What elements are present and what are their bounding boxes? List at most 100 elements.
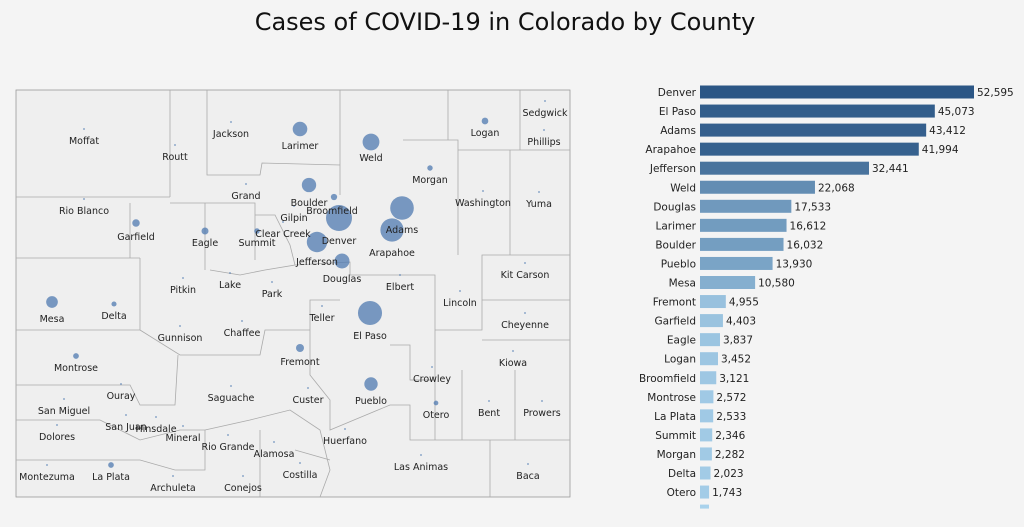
county-bubble-otero[interactable] — [433, 400, 439, 406]
bar-la-plata[interactable] — [700, 409, 714, 423]
county-bubble-pitkin[interactable] — [182, 277, 184, 279]
county-bubble-clear-creek[interactable] — [282, 221, 284, 223]
bar-morgan[interactable] — [700, 447, 712, 461]
bar-logan[interactable] — [700, 352, 718, 366]
county-bubble-phillips[interactable] — [543, 129, 545, 131]
county-bubble-chaffee[interactable] — [241, 320, 243, 322]
county-bubble-saguache[interactable] — [230, 385, 232, 387]
bar-category-label: Summit — [655, 430, 696, 442]
county-label: Conejos — [224, 483, 262, 494]
county-label: Mesa — [40, 314, 65, 325]
county-label: Elbert — [386, 282, 414, 293]
county-bubble-larimer[interactable] — [292, 121, 308, 137]
county-bubble-morgan[interactable] — [427, 165, 433, 171]
county-bubble-la-plata[interactable] — [108, 462, 114, 468]
county-bubble-garfield[interactable] — [132, 219, 140, 227]
county-bubble-rio-blanco[interactable] — [83, 198, 85, 200]
county-bubble-dolores[interactable] — [56, 424, 58, 426]
county-bubble-sedgwick[interactable] — [544, 100, 546, 102]
county-bubble-kit-carson[interactable] — [524, 262, 526, 264]
county-bubble-prowers[interactable] — [541, 400, 543, 402]
county-bubble-custer[interactable] — [307, 387, 309, 389]
bar-denver[interactable] — [700, 85, 974, 99]
county-bubble-jefferson[interactable] — [306, 231, 328, 253]
county-label: Dolores — [39, 432, 75, 443]
county-bubble-el-paso[interactable] — [357, 300, 383, 326]
bar-weld[interactable] — [700, 180, 815, 194]
county-label: Garfield — [117, 232, 155, 243]
bar-fremont[interactable] — [700, 295, 726, 309]
bar-jefferson[interactable] — [700, 161, 870, 175]
county-bubble-routt[interactable] — [174, 144, 176, 146]
county-bubble-delta[interactable] — [111, 301, 117, 307]
bar-arapahoe[interactable] — [700, 142, 919, 156]
county-bubble-fremont[interactable] — [296, 344, 304, 352]
county-bubble-archuleta[interactable] — [172, 475, 174, 477]
bar-value-label: 2,346 — [715, 430, 745, 442]
state-outline — [15, 89, 571, 498]
bar-value-label: 43,412 — [929, 125, 966, 137]
county-bubble-mineral[interactable] — [182, 425, 184, 427]
county-bubble-hinsdale[interactable] — [155, 416, 157, 418]
bar-mesa[interactable] — [700, 276, 756, 289]
county-bubble-crowley[interactable] — [431, 366, 433, 368]
county-bubble-elbert[interactable] — [399, 274, 401, 276]
county-bubble-gilpin[interactable] — [293, 205, 295, 207]
county-bubble-jackson[interactable] — [230, 121, 232, 123]
county-bubble-baca[interactable] — [527, 463, 529, 465]
county-bubble-cheyenne[interactable] — [524, 312, 526, 314]
county-bubble-rio-grande[interactable] — [227, 434, 229, 436]
bar-boulder[interactable] — [700, 237, 784, 251]
county-bubble-san-miguel[interactable] — [63, 398, 65, 400]
bar-adams[interactable] — [700, 123, 927, 137]
county-bubble-huerfano[interactable] — [344, 428, 346, 430]
county-bubble-washington[interactable] — [482, 190, 484, 192]
county-bubble-gunnison[interactable] — [179, 325, 181, 327]
bar-eagle[interactable] — [700, 333, 720, 347]
bar-pueblo[interactable] — [700, 256, 773, 270]
county-bubble-conejos[interactable] — [242, 475, 244, 477]
county-bubble-lincoln[interactable] — [459, 290, 461, 292]
county-bubble-douglas[interactable] — [334, 253, 350, 269]
bar-garfield[interactable] — [700, 314, 723, 328]
county-bubble-costilla[interactable] — [299, 462, 301, 464]
county-bubble-pueblo[interactable] — [364, 377, 378, 391]
bar-larimer[interactable] — [700, 218, 787, 232]
county-bubble-logan[interactable] — [481, 117, 489, 125]
county-bubble-weld[interactable] — [362, 133, 380, 151]
county-bubble-montezuma[interactable] — [46, 464, 48, 466]
county-bubble-las-animas[interactable] — [420, 454, 422, 456]
county-bubble-eagle[interactable] — [201, 227, 209, 235]
county-bubble-teller[interactable] — [321, 305, 323, 307]
bar-douglas[interactable] — [700, 199, 792, 213]
bar-montrose[interactable] — [700, 390, 714, 404]
county-bubble-moffat[interactable] — [83, 128, 85, 130]
county-bubble-montrose[interactable] — [73, 353, 79, 359]
county-bubble-san-juan[interactable] — [125, 414, 127, 416]
county-bubble-lake[interactable] — [229, 272, 231, 274]
county-bubble-yuma[interactable] — [538, 191, 540, 193]
bar-summit[interactable] — [700, 428, 713, 442]
county-bubble-arapahoe[interactable] — [380, 218, 404, 242]
bar-broomfield[interactable] — [700, 371, 717, 385]
county-bubble-bent[interactable] — [488, 400, 490, 402]
county-bubble-ouray[interactable] — [120, 383, 122, 385]
county-bubble-kiowa[interactable] — [512, 350, 514, 352]
county-bubble-park[interactable] — [271, 281, 273, 283]
county-bubble-alamosa[interactable] — [273, 441, 275, 443]
county-bubble-summit[interactable] — [254, 228, 260, 234]
bar-otero[interactable] — [700, 485, 710, 499]
bar-category-label: Boulder — [655, 239, 696, 251]
county-bubble-grand[interactable] — [245, 183, 247, 185]
county-label: Montrose — [54, 363, 98, 374]
bar-category-label: Eagle — [667, 335, 696, 347]
county-bubble-adams[interactable] — [390, 196, 414, 220]
county-label: Jefferson — [295, 257, 338, 268]
bar-delta[interactable] — [700, 466, 711, 480]
bar-el-paso[interactable] — [700, 104, 935, 118]
county-bubble-boulder[interactable] — [301, 177, 317, 193]
county-label: Cheyenne — [501, 320, 549, 331]
county-bubble-denver[interactable] — [326, 205, 352, 231]
county-bubble-broomfield[interactable] — [330, 193, 338, 201]
county-bubble-mesa[interactable] — [46, 296, 58, 308]
